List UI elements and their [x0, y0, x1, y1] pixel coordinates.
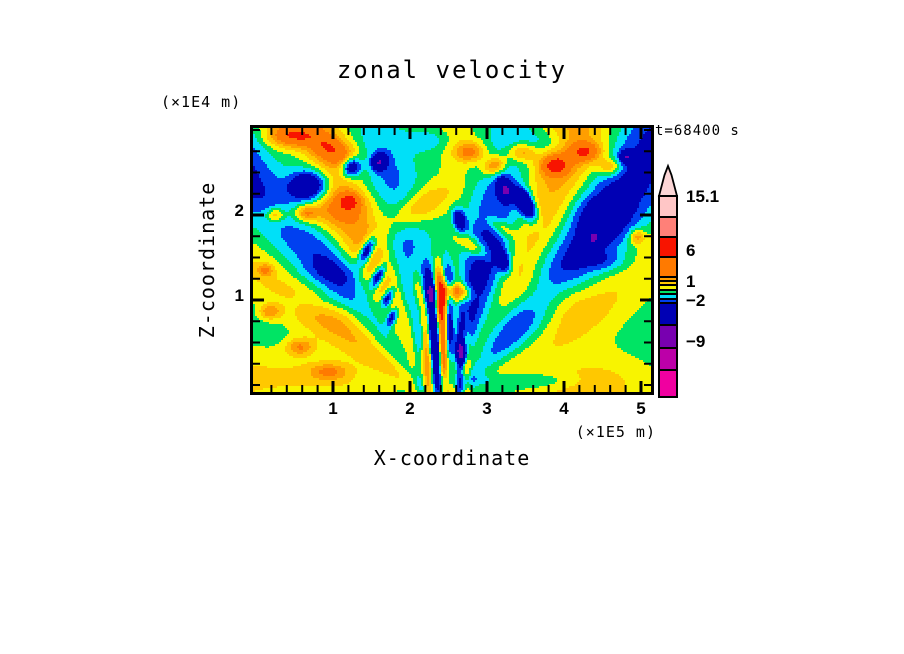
colorbar-segment: [658, 256, 678, 278]
z-tick-label: 2: [234, 201, 244, 220]
colorbar-segment: [658, 302, 678, 326]
timestamp-label: t=68400 s: [655, 123, 740, 139]
colorbar-segment: [658, 216, 678, 238]
contour-field: [253, 128, 651, 392]
z-tick-label: 1: [234, 286, 244, 305]
colorbar-value-label: 6: [686, 241, 696, 260]
colorbar-segment: [658, 236, 678, 258]
colorbar-value-label: −2: [686, 291, 706, 310]
z-axis-unit: (×1E4 m): [161, 93, 242, 111]
colorbar-value-label: 15.1: [686, 187, 720, 206]
colorbar-segment: [658, 324, 678, 349]
colorbar-tip: [657, 163, 679, 197]
x-tick-label: 3: [482, 399, 492, 418]
x-tick-label: 4: [559, 399, 569, 418]
x-tick-label: 1: [328, 399, 338, 418]
x-tick-label: 2: [405, 399, 415, 418]
x-axis-unit: (×1E5 m): [575, 423, 656, 441]
colorbar-segment: [658, 347, 678, 371]
x-axis-label: X-coordinate: [373, 446, 531, 470]
colorbar-value-label: −9: [686, 332, 706, 351]
colorbar-segment: [658, 369, 678, 398]
plot-frame: [250, 125, 654, 395]
plot-title: zonal velocity: [336, 56, 568, 84]
x-tick-label: 5: [636, 399, 646, 418]
z-axis-label: Z-coordinate: [195, 181, 219, 339]
colorbar-value-label: 1: [686, 272, 696, 291]
colorbar-segment: [658, 195, 678, 218]
